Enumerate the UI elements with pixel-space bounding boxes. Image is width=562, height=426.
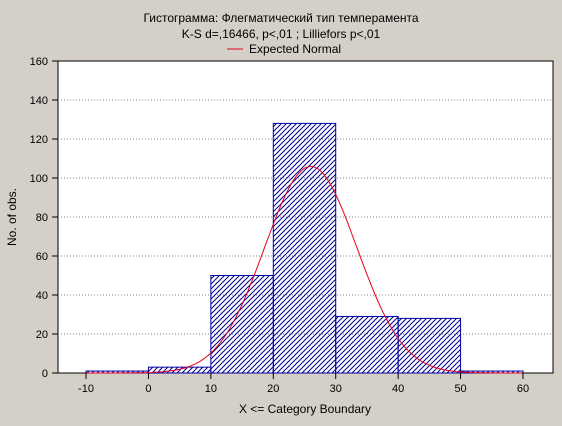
legend: Expected Normal — [227, 42, 341, 56]
histogram-bar — [210, 275, 274, 374]
y-axis-ticks: 0 20 40 60 80 100 120 140 160 — [30, 56, 58, 380]
x-tick-label: 60 — [517, 383, 529, 395]
x-tick-label: 40 — [392, 383, 404, 395]
y-tick-label: 80 — [36, 212, 48, 224]
x-tick-label: 30 — [330, 383, 342, 395]
x-axis-label: X <= Category Boundary — [239, 402, 371, 416]
y-tick-label: 120 — [30, 134, 48, 146]
y-axis-label: No. of obs. — [5, 188, 19, 246]
y-tick-label: 100 — [30, 173, 48, 185]
chart-subtitle: K-S d=,16466, p<,01 ; Lilliefors p<,01 — [182, 27, 381, 41]
histogram-bar — [272, 122, 337, 374]
y-tick-label: 60 — [36, 251, 48, 263]
histogram-bar — [397, 317, 462, 374]
y-tick-label: 140 — [30, 95, 48, 107]
x-axis-ticks: -10 0 10 20 30 40 50 60 — [78, 373, 529, 395]
x-tick-label: 10 — [205, 383, 217, 395]
histogram-bar — [335, 315, 399, 374]
histogram-bars — [85, 122, 524, 374]
x-tick-label: 50 — [454, 383, 466, 395]
y-tick-label: 160 — [30, 56, 48, 68]
expected-normal-curve — [86, 165, 523, 374]
y-tick-label: 0 — [42, 368, 48, 380]
x-tick-label: 20 — [267, 383, 279, 395]
legend-label-expected-normal: Expected Normal — [249, 42, 341, 56]
x-tick-label: -10 — [78, 383, 94, 395]
y-tick-label: 40 — [36, 290, 48, 302]
chart-title: Гистограмма: Флегматический тип темперам… — [143, 11, 418, 25]
x-tick-label: 0 — [145, 383, 151, 395]
y-tick-label: 20 — [36, 329, 48, 341]
